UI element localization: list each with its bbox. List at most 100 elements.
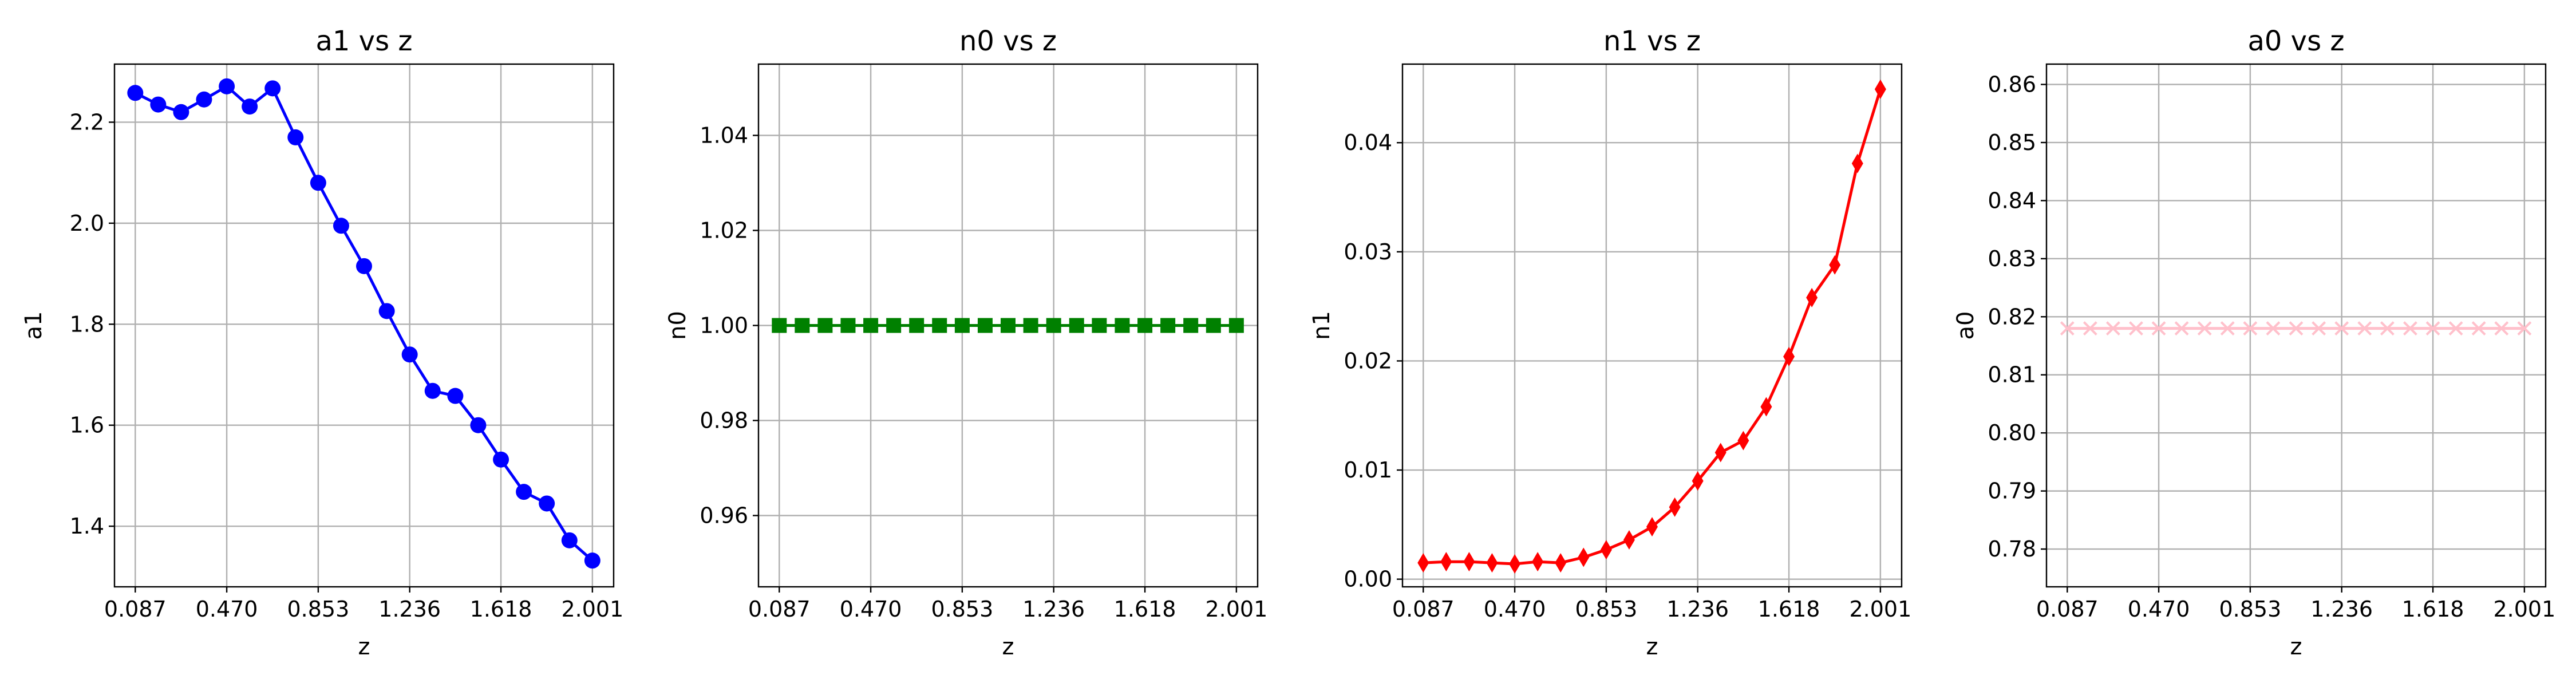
y-tick-label: 0.86 xyxy=(1988,72,2036,97)
data-point xyxy=(1851,153,1863,173)
data-point xyxy=(2151,321,2166,335)
data-point xyxy=(863,318,879,333)
y-tick-label: 0.80 xyxy=(1988,420,2036,445)
data-point xyxy=(2403,321,2417,335)
data-point xyxy=(2517,321,2532,335)
y-tick-label: 2.0 xyxy=(70,211,104,236)
data-point xyxy=(1417,553,1429,573)
x-axis-label: z xyxy=(1646,634,1658,660)
data-point xyxy=(886,318,902,333)
data-point xyxy=(2129,321,2143,335)
y-tick-label: 0.03 xyxy=(1344,239,1392,264)
data-point xyxy=(1463,552,1475,572)
data-point xyxy=(977,318,993,333)
data-point xyxy=(1692,471,1704,491)
y-tick-label: 1.4 xyxy=(70,514,104,539)
y-tick-label: 0.79 xyxy=(1988,479,2036,504)
data-point xyxy=(447,388,464,404)
chart-title: a0 vs z xyxy=(2247,25,2344,57)
x-tick-label: 2.001 xyxy=(2493,597,2555,622)
x-tick-label: 1.618 xyxy=(2402,597,2464,622)
x-tick-label: 2.001 xyxy=(561,597,623,622)
x-tick-label: 0.470 xyxy=(2128,597,2190,622)
x-tick-label: 2.001 xyxy=(1205,597,1267,622)
data-point xyxy=(1183,318,1199,333)
data-point xyxy=(2471,321,2486,335)
data-point xyxy=(2289,321,2304,335)
x-tick-label: 1.236 xyxy=(1022,597,1085,622)
data-point xyxy=(2448,321,2463,335)
x-tick-label: 0.853 xyxy=(287,597,349,622)
data-point xyxy=(2083,321,2097,335)
y-tick-label: 1.00 xyxy=(700,313,748,338)
data-point xyxy=(264,80,281,97)
x-tick-label: 1.236 xyxy=(2310,597,2373,622)
data-point xyxy=(1046,318,1061,333)
y-tick-label: 1.6 xyxy=(70,413,104,438)
data-point xyxy=(1600,540,1612,560)
x-tick-label: 2.001 xyxy=(1849,597,1911,622)
data-point xyxy=(2105,321,2120,335)
data-point xyxy=(2266,321,2281,335)
data-point xyxy=(378,303,395,319)
data-point xyxy=(1160,318,1176,333)
y-tick-label: 0.98 xyxy=(700,408,748,433)
data-point xyxy=(1532,552,1544,572)
data-point xyxy=(1829,255,1841,275)
data-point xyxy=(356,258,372,274)
data-point xyxy=(2357,321,2372,335)
subplot-1: 0.087 0.470 0.853 1.236 1.618 2.001 1.4 1.6 1.8 2… xyxy=(21,25,623,660)
y-tick-label: 1.02 xyxy=(700,218,748,243)
x-tick-label: 1.236 xyxy=(378,597,441,622)
series-line xyxy=(1423,89,1882,566)
data-point xyxy=(2312,321,2326,335)
data-point xyxy=(1137,318,1153,333)
x-tick-label: 0.087 xyxy=(748,597,811,622)
data-point xyxy=(1509,554,1521,574)
data-point xyxy=(1760,397,1772,417)
data-point xyxy=(1440,552,1452,572)
axes-frame xyxy=(1401,63,1903,588)
data-point xyxy=(840,318,856,333)
data-point xyxy=(954,318,970,333)
data-point xyxy=(1206,318,1221,333)
data-point xyxy=(1555,553,1567,573)
data-point xyxy=(516,484,532,500)
x-tick-label: 1.618 xyxy=(470,597,532,622)
data-point xyxy=(127,85,144,101)
data-point xyxy=(287,129,304,145)
data-point xyxy=(817,318,833,333)
y-tick-label: 0.85 xyxy=(1988,130,2036,155)
x-tick-label: 0.087 xyxy=(1392,597,1455,622)
data-point xyxy=(2425,321,2440,335)
data-point xyxy=(1578,547,1590,567)
data-point xyxy=(1646,517,1658,537)
data-point xyxy=(1001,318,1016,333)
data-point xyxy=(242,98,258,115)
data-point xyxy=(1228,318,1244,333)
y-tick-label: 0.01 xyxy=(1344,457,1392,483)
data-point xyxy=(909,318,924,333)
x-tick-label: 0.470 xyxy=(196,597,258,622)
y-tick-label: 1.04 xyxy=(700,123,748,148)
data-point xyxy=(150,96,167,113)
data-point xyxy=(2060,321,2075,335)
data-point xyxy=(932,318,947,333)
data-point xyxy=(561,532,578,548)
data-point xyxy=(2334,321,2349,335)
x-tick-label: 1.618 xyxy=(1758,597,1820,622)
data-point xyxy=(1714,443,1726,463)
subplot-2: 0.087 0.470 0.853 1.236 1.618 2.001 0.96 0.98 1.… xyxy=(665,25,1267,660)
y-tick-label: 0.96 xyxy=(700,503,748,528)
y-tick-label: 0.00 xyxy=(1344,567,1392,592)
data-point xyxy=(1486,553,1498,573)
y-tick-label: 2.2 xyxy=(70,109,104,135)
data-point xyxy=(424,382,441,399)
axes-frame xyxy=(2045,63,2547,588)
x-tick-label: 0.853 xyxy=(931,597,993,622)
x-tick-label: 0.470 xyxy=(1484,597,1546,622)
subplot-4: 0.087 0.470 0.853 1.236 1.618 2.001 0.78 0.79 0.… xyxy=(1953,25,2555,660)
data-point xyxy=(2220,321,2235,335)
data-point xyxy=(539,495,555,512)
